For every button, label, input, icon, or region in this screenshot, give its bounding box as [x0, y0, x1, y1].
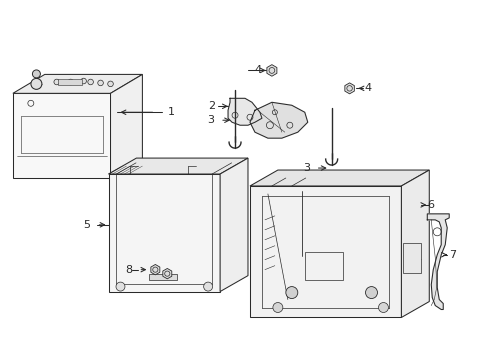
Bar: [403, 243, 421, 273]
Circle shape: [378, 302, 387, 312]
Circle shape: [285, 287, 297, 298]
Circle shape: [107, 81, 113, 87]
Polygon shape: [249, 102, 307, 138]
Circle shape: [203, 282, 212, 291]
Polygon shape: [227, 98, 262, 125]
Text: 5: 5: [83, 220, 90, 230]
Bar: [149, 274, 177, 280]
Circle shape: [81, 78, 86, 84]
Text: 1: 1: [168, 107, 175, 117]
Polygon shape: [108, 174, 220, 292]
Circle shape: [98, 80, 103, 86]
Polygon shape: [249, 170, 428, 186]
Bar: [58, 79, 82, 85]
Polygon shape: [266, 65, 276, 76]
Bar: [304, 252, 342, 280]
Text: 4: 4: [364, 84, 371, 93]
Circle shape: [68, 79, 73, 85]
Polygon shape: [110, 75, 142, 178]
Circle shape: [272, 302, 282, 312]
Polygon shape: [163, 269, 171, 279]
Text: 4: 4: [254, 66, 262, 76]
Polygon shape: [13, 75, 142, 93]
Polygon shape: [220, 158, 247, 292]
Circle shape: [54, 79, 60, 85]
Polygon shape: [13, 93, 110, 178]
Circle shape: [88, 79, 93, 85]
Polygon shape: [249, 186, 401, 318]
Circle shape: [32, 70, 41, 78]
Text: 6: 6: [427, 200, 433, 210]
Circle shape: [365, 287, 377, 298]
Text: 3: 3: [207, 115, 214, 125]
Text: 3: 3: [302, 163, 309, 173]
Polygon shape: [401, 170, 428, 318]
Polygon shape: [427, 214, 448, 310]
Polygon shape: [344, 83, 354, 94]
Circle shape: [116, 282, 125, 291]
Circle shape: [31, 78, 42, 89]
Text: 8: 8: [125, 265, 132, 275]
Polygon shape: [108, 158, 247, 174]
Polygon shape: [151, 265, 160, 275]
Text: 2: 2: [207, 101, 215, 111]
Text: 7: 7: [448, 250, 455, 260]
